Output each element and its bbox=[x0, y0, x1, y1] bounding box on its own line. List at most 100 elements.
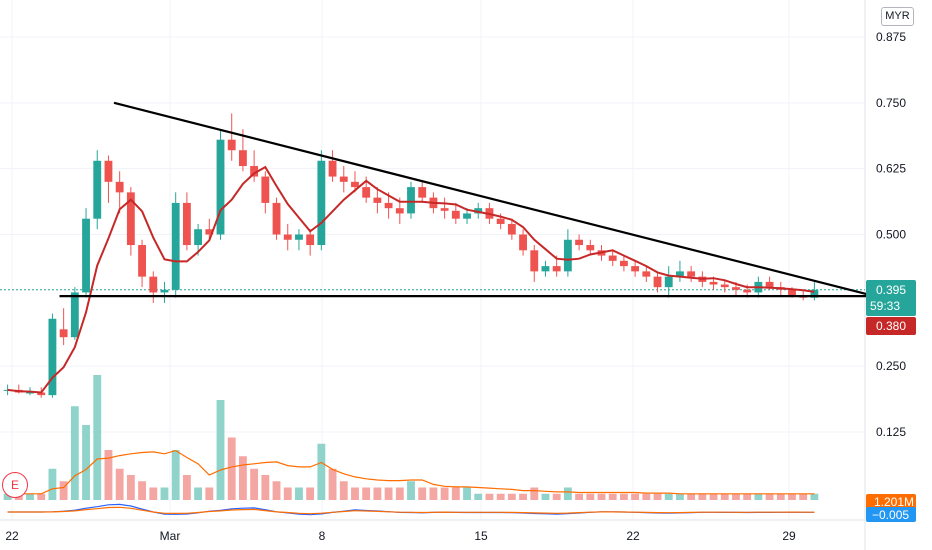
last-price-tag: 0.395 59:33 bbox=[866, 280, 916, 316]
volume-bar bbox=[687, 493, 696, 500]
volume-bar bbox=[429, 487, 438, 500]
volume-bar bbox=[395, 487, 404, 500]
volume-bar bbox=[619, 493, 628, 500]
time-tick-label: 22 bbox=[626, 529, 640, 543]
volume-bar bbox=[194, 487, 203, 500]
price-ma-line bbox=[7, 165, 815, 394]
candle-body bbox=[115, 181, 124, 193]
volume-bar bbox=[519, 493, 527, 500]
volume-bar bbox=[597, 493, 606, 500]
oscillator-label: −0.005 bbox=[872, 508, 909, 522]
candle-body bbox=[788, 289, 796, 296]
candle-body bbox=[451, 210, 460, 219]
candle-body bbox=[720, 284, 729, 288]
candle-body bbox=[93, 160, 102, 219]
volume-bar bbox=[732, 493, 740, 500]
time-tick-label: 15 bbox=[474, 529, 488, 543]
volume-bar bbox=[82, 425, 90, 500]
volume-histogram bbox=[3, 375, 819, 500]
candle-body bbox=[362, 187, 371, 198]
volume-tag-bg bbox=[866, 494, 916, 510]
candle-body bbox=[507, 223, 516, 235]
volume-bar bbox=[48, 468, 57, 500]
candle-body bbox=[261, 176, 270, 203]
candle-body bbox=[351, 181, 359, 188]
candle-body bbox=[810, 289, 819, 298]
volume-bar bbox=[306, 487, 315, 500]
time-axis: 22 Mar 8 15 22 29 bbox=[5, 529, 796, 543]
prev-price-label: 0.380 bbox=[876, 319, 906, 333]
candle-body bbox=[765, 281, 774, 288]
volume-bar bbox=[765, 493, 774, 500]
volume-bar bbox=[575, 493, 584, 500]
candle-body bbox=[205, 229, 214, 235]
candle-body bbox=[59, 329, 68, 338]
volume-bar bbox=[59, 481, 68, 500]
volume-bar bbox=[339, 481, 348, 500]
currency-button[interactable]: MYR bbox=[881, 7, 914, 26]
volume-bar bbox=[563, 487, 572, 500]
candle-body bbox=[418, 187, 427, 198]
volume-bar bbox=[754, 493, 763, 500]
volume-bar bbox=[720, 493, 729, 500]
candle-body bbox=[126, 192, 135, 246]
volume-bar bbox=[238, 456, 247, 500]
time-grid bbox=[11, 0, 790, 520]
candle-body bbox=[732, 287, 740, 290]
volume-bar bbox=[642, 493, 651, 500]
volume-bar bbox=[171, 450, 180, 500]
candle-body bbox=[563, 239, 572, 272]
volume-bar bbox=[115, 468, 124, 500]
candle-body bbox=[26, 392, 34, 394]
volume-bar bbox=[653, 493, 662, 500]
candle-body bbox=[676, 271, 684, 277]
candle-body bbox=[216, 139, 225, 235]
candle-body bbox=[743, 289, 752, 293]
candle-body bbox=[463, 213, 471, 219]
volume-bar bbox=[149, 487, 158, 500]
candlestick-series bbox=[3, 113, 819, 398]
candle-body bbox=[194, 229, 203, 246]
volume-bar bbox=[507, 493, 516, 500]
last-price-tag-bg bbox=[866, 280, 916, 316]
volume-bar bbox=[799, 493, 808, 500]
candle-body bbox=[339, 176, 348, 182]
volume-bar bbox=[283, 487, 292, 500]
candle-body bbox=[407, 187, 415, 214]
oscillator-line bbox=[7, 503, 815, 516]
candle-body bbox=[642, 271, 651, 277]
volume-bar bbox=[631, 493, 640, 500]
candle-body bbox=[182, 202, 191, 246]
volume-bar bbox=[26, 493, 34, 500]
price-tick-label: 0.250 bbox=[876, 359, 906, 373]
candle-body bbox=[250, 166, 259, 177]
candle-body bbox=[160, 289, 169, 293]
candle-body bbox=[619, 260, 628, 267]
candle-body bbox=[48, 318, 57, 396]
volume-bar bbox=[227, 437, 236, 500]
prev-price-tag-bg bbox=[866, 317, 916, 335]
earnings-icon[interactable]: E bbox=[2, 472, 28, 498]
volume-bar bbox=[205, 487, 214, 500]
volume-bar bbox=[407, 481, 415, 500]
candle-body bbox=[530, 250, 539, 272]
volume-bar bbox=[250, 468, 259, 500]
time-tick-label: Mar bbox=[160, 529, 181, 543]
volume-tag: 1.201M bbox=[866, 494, 916, 510]
candle-body bbox=[519, 234, 527, 251]
price-tick-label: 0.750 bbox=[876, 96, 906, 110]
volume-bar bbox=[373, 487, 382, 500]
oscillator-tag: −0.005 bbox=[866, 507, 916, 522]
candle-body bbox=[474, 208, 483, 214]
volume-bar bbox=[93, 375, 102, 500]
candle-body bbox=[227, 139, 236, 151]
candle-body bbox=[37, 392, 46, 396]
candle-body bbox=[238, 150, 247, 167]
price-tick-label: 0.125 bbox=[876, 425, 906, 439]
volume-bar bbox=[530, 487, 539, 500]
candle-body bbox=[440, 208, 449, 211]
candle-body bbox=[82, 218, 90, 293]
candle-body bbox=[306, 234, 315, 246]
volume-bar bbox=[608, 493, 617, 500]
